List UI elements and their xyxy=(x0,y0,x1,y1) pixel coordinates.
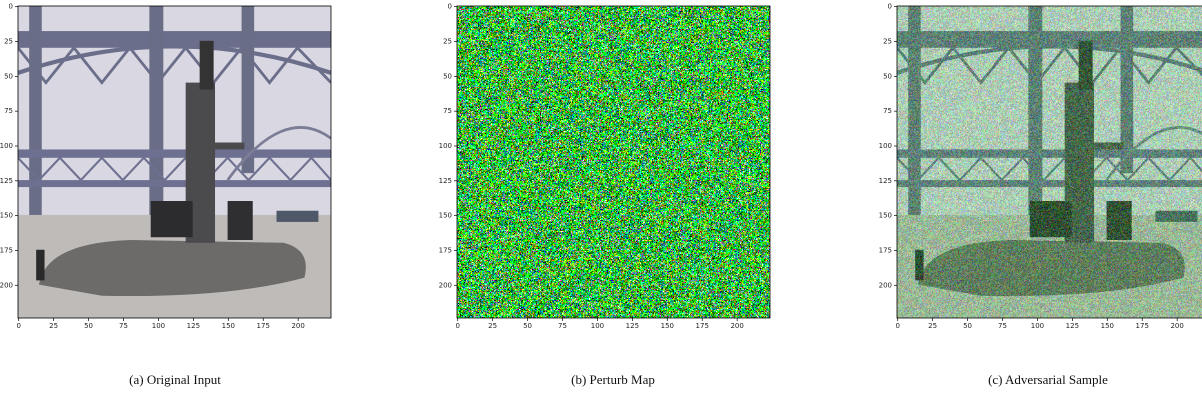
x-tick-label: 200 xyxy=(1170,322,1183,330)
image-area xyxy=(457,6,770,318)
y-tick-label: 175 xyxy=(879,246,892,254)
y-tick-label: 100 xyxy=(879,142,892,150)
x-tick-label: 25 xyxy=(49,322,58,330)
panels: 0 25 50 75 100 125 150 175 200 0 25 50 75 100 125 150 17… xyxy=(0,3,1202,387)
y-tick-label: 0 xyxy=(448,3,452,11)
y-tick-label: 75 xyxy=(4,107,13,115)
x-tick-label: 50 xyxy=(84,322,93,330)
y-tick-label: 50 xyxy=(883,72,892,80)
x-tick-label: 125 xyxy=(1066,322,1079,330)
y-tick-label: 125 xyxy=(0,177,13,185)
x-tick-label: 100 xyxy=(1031,322,1044,330)
x-tick-label: 50 xyxy=(963,322,972,330)
x-tick-label: 100 xyxy=(591,322,604,330)
x-tick-label: 25 xyxy=(488,322,497,330)
image-area xyxy=(18,6,331,318)
y-tick-label: 175 xyxy=(0,246,13,254)
y-tick-label: 50 xyxy=(443,72,452,80)
x-tick-label: 150 xyxy=(222,322,235,330)
adversarial-noise xyxy=(897,6,1202,318)
y-tick-label: 150 xyxy=(0,212,13,220)
image-panel: 0 25 50 75 100 125 150 175 200 0 25 50 75 100 125 150 17… xyxy=(439,3,771,387)
x-tick-label: 150 xyxy=(661,322,674,330)
x-tick-label: 175 xyxy=(696,322,709,330)
x-tick-label: 175 xyxy=(257,322,270,330)
axes-frame xyxy=(896,5,1202,319)
y-tick-label: 75 xyxy=(883,107,892,115)
axes-frame xyxy=(456,5,771,319)
y-tick-label: 25 xyxy=(443,38,452,46)
y-tick-label: 125 xyxy=(439,177,452,185)
y-tick-label: 200 xyxy=(0,281,13,289)
x-tick-label: 50 xyxy=(523,322,532,330)
caption: (b) Perturb Map xyxy=(571,372,655,387)
x-tick-label: 200 xyxy=(291,322,304,330)
image-panel: 0 25 50 75 100 125 150 175 200 0 25 50 75 100 125 150 17… xyxy=(0,3,332,387)
y-tick-label: 150 xyxy=(439,212,452,220)
x-tick-label: 125 xyxy=(187,322,200,330)
x-tick-label: 75 xyxy=(558,322,567,330)
x-tick-label: 200 xyxy=(730,322,743,330)
y-tick-label: 100 xyxy=(0,142,13,150)
y-tick-label: 125 xyxy=(879,177,892,185)
x-tick-label: 150 xyxy=(1101,322,1114,330)
x-tick-label: 100 xyxy=(152,322,165,330)
perturbation-map xyxy=(457,6,770,318)
x-tick-label: 25 xyxy=(928,322,937,330)
x-tick-label: 0 xyxy=(16,322,20,330)
caption: (a) Original Input xyxy=(129,372,221,387)
y-tick-label: 50 xyxy=(4,72,13,80)
y-tick-label: 0 xyxy=(888,3,892,11)
axes-frame xyxy=(17,5,332,319)
x-tick-label: 175 xyxy=(1136,322,1149,330)
y-tick-label: 25 xyxy=(4,38,13,46)
y-tick-label: 75 xyxy=(443,107,452,115)
y-tick-label: 0 xyxy=(9,3,13,11)
y-tick-label: 150 xyxy=(879,212,892,220)
x-tick-label: 75 xyxy=(998,322,1007,330)
caption: (c) Adversarial Sample xyxy=(988,372,1108,387)
y-tick-label: 200 xyxy=(439,281,452,289)
x-tick-label: 125 xyxy=(626,322,639,330)
original-image xyxy=(18,6,331,318)
y-tick-label: 175 xyxy=(439,246,452,254)
y-tick-label: 100 xyxy=(439,142,452,150)
image-area xyxy=(897,6,1202,318)
x-tick-label: 0 xyxy=(455,322,459,330)
image-panel: 0 25 50 75 100 125 150 175 200 0 25 50 75 100 125 150 17… xyxy=(879,3,1202,387)
y-tick-label: 200 xyxy=(879,281,892,289)
x-tick-label: 75 xyxy=(119,322,128,330)
y-tick-label: 25 xyxy=(883,38,892,46)
x-tick-label: 0 xyxy=(895,322,899,330)
